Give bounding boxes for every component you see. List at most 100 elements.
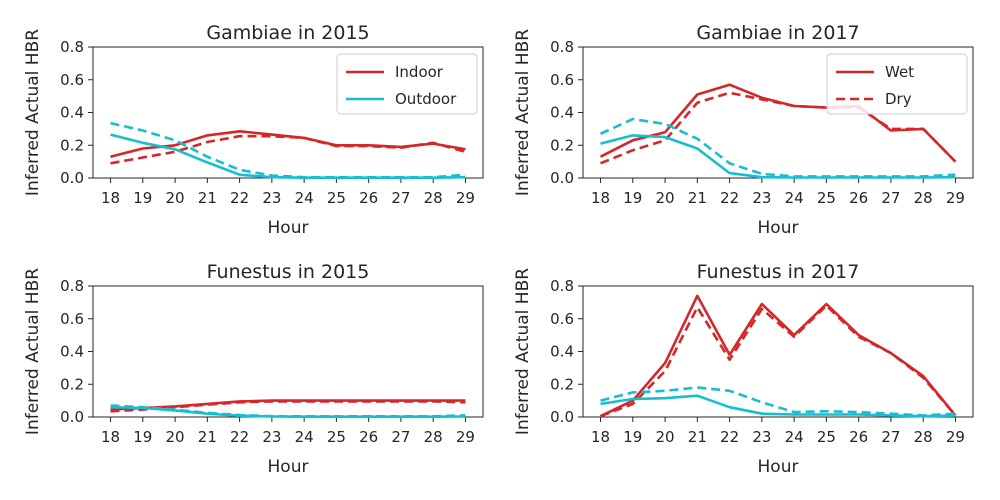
x-tick-label: 26	[849, 428, 868, 446]
y-axis-label: Inferred Actual HBR	[23, 268, 43, 435]
series-line	[600, 304, 957, 418]
y-axis-label: Inferred Actual HBR	[23, 29, 43, 196]
legend-label: Wet	[885, 63, 914, 81]
x-axis-label: Hour	[268, 457, 309, 477]
legend: Wet Dry	[826, 53, 968, 115]
x-tick-label: 26	[359, 189, 378, 207]
x-tick-label: 22	[720, 428, 739, 446]
y-tick-label: 0.2	[60, 136, 84, 154]
x-tick-label: 28	[914, 189, 933, 207]
x-tick-label: 29	[946, 189, 965, 207]
x-tick-label: 22	[230, 428, 249, 446]
y-tick-label: 0.8	[60, 277, 84, 295]
subplot-3: 0.0 0.2 0.4 0.6 0.8 18 19 20 21 22 23 24 25 26 27 28 29 F…	[23, 261, 484, 477]
x-tick-label: 28	[424, 189, 443, 207]
x-tick-label: 24	[785, 189, 804, 207]
x-tick-label: 19	[623, 428, 642, 446]
x-tick-label: 27	[881, 428, 900, 446]
legend-label: Indoor	[395, 63, 444, 81]
x-tick-label: 23	[752, 428, 771, 446]
x-tick-label: 26	[849, 189, 868, 207]
x-tick-label: 29	[456, 428, 475, 446]
chart-title: Gambiae in 2015	[206, 22, 369, 44]
y-tick-label: 0.2	[550, 375, 574, 393]
x-tick-label: 22	[720, 189, 739, 207]
x-tick-label: 27	[391, 189, 410, 207]
y-tick-label: 0.6	[60, 310, 84, 328]
x-tick-label: 18	[591, 189, 610, 207]
x-tick-label: 22	[230, 189, 249, 207]
y-axis-label: Inferred Actual HBR	[513, 29, 533, 196]
x-tick-label: 20	[656, 189, 675, 207]
series-outdoor-dry	[110, 121, 466, 179]
x-tick-label: 23	[262, 428, 281, 446]
x-tick-label: 19	[623, 189, 642, 207]
subplot-2: 0.0 0.2 0.4 0.6 0.8 18 19 20 21 22 23 24 25 26 27 28 29 G…	[513, 22, 974, 238]
subplot-4: 0.0 0.2 0.4 0.6 0.8 18 19 20 21 22 23 24 25 26 27 28 29 F…	[513, 261, 974, 477]
series-line	[110, 404, 466, 418]
x-tick-label: 28	[914, 428, 933, 446]
y-tick-label: 0.8	[60, 38, 84, 56]
series-indoor-dry	[110, 400, 466, 413]
x-tick-label: 26	[359, 428, 378, 446]
series-outdoor-dry	[110, 404, 466, 418]
x-tick-label: 21	[198, 189, 217, 207]
chart-title: Funestus in 2015	[207, 261, 370, 283]
series-indoor-dry	[110, 134, 466, 165]
x-axis-label: Hour	[758, 218, 799, 238]
y-tick-label: 0.0	[60, 169, 84, 187]
series-indoor-dry	[600, 304, 957, 418]
legend: Indoor Outdoor	[336, 53, 478, 115]
series-outdoor-dry	[599, 117, 956, 178]
x-tick-label: 21	[198, 428, 217, 446]
series-line	[110, 134, 466, 165]
y-tick-label: 0.0	[550, 169, 574, 187]
x-tick-label: 20	[656, 428, 675, 446]
x-tick-label: 25	[327, 428, 346, 446]
x-tick-label: 19	[133, 189, 152, 207]
y-tick-label: 0.8	[550, 277, 574, 295]
series-outdoor-dry	[600, 386, 956, 417]
x-tick-label: 18	[591, 428, 610, 446]
series-line	[599, 117, 956, 178]
legend-label: Dry	[885, 90, 912, 108]
y-tick-label: 0.0	[60, 408, 84, 426]
x-tick-label: 23	[752, 189, 771, 207]
y-tick-label: 0.4	[60, 104, 84, 122]
legend-box	[826, 53, 968, 115]
series-line	[110, 121, 466, 179]
x-tick-label: 24	[295, 428, 314, 446]
x-tick-label: 28	[424, 428, 443, 446]
y-tick-label: 0.4	[60, 343, 84, 361]
x-tick-label: 23	[262, 189, 281, 207]
y-tick-label: 0.6	[60, 71, 84, 89]
y-tick-label: 0.0	[550, 408, 574, 426]
x-axis-label: Hour	[268, 218, 309, 238]
y-tick-label: 0.2	[60, 375, 84, 393]
x-tick-label: 19	[133, 428, 152, 446]
x-tick-label: 27	[391, 428, 410, 446]
series-line	[110, 400, 466, 413]
y-axis-label: Inferred Actual HBR	[513, 268, 533, 435]
chart-title: Funestus in 2017	[697, 261, 860, 283]
x-tick-label: 18	[101, 189, 120, 207]
y-tick-label: 0.8	[550, 38, 574, 56]
x-tick-label: 18	[101, 428, 120, 446]
x-tick-label: 25	[817, 189, 836, 207]
x-tick-label: 25	[817, 428, 836, 446]
x-tick-label: 29	[456, 189, 475, 207]
y-tick-label: 0.6	[550, 310, 574, 328]
y-tick-label: 0.6	[550, 71, 574, 89]
x-tick-label: 29	[946, 428, 965, 446]
x-tick-label: 21	[688, 189, 707, 207]
x-axis-label: Hour	[758, 457, 799, 477]
x-tick-label: 25	[327, 189, 346, 207]
y-tick-label: 0.4	[550, 343, 574, 361]
series-outdoor-wet	[600, 394, 956, 418]
x-tick-label: 20	[166, 428, 185, 446]
x-tick-label: 27	[881, 189, 900, 207]
y-tick-label: 0.4	[550, 104, 574, 122]
x-tick-label: 24	[785, 428, 804, 446]
subplot-1: 0.0 0.2 0.4 0.6 0.8 18 19 20 21 22 23 24 25 26 27 28 29 G…	[23, 22, 484, 238]
